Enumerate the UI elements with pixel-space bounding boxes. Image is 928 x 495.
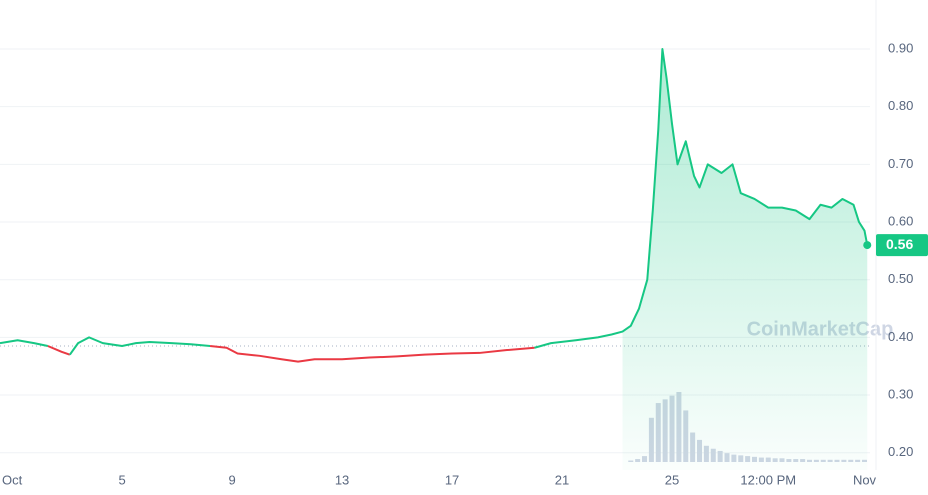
price-tag-label: 0.56 <box>886 236 913 252</box>
x-tick-label: Nov <box>853 472 877 487</box>
y-tick-label: 0.20 <box>888 444 913 459</box>
x-tick-label: 17 <box>445 472 459 487</box>
y-tick-label: 0.60 <box>888 213 913 228</box>
x-tick-label: 13 <box>335 472 349 487</box>
price-area <box>622 49 868 471</box>
x-tick-label: 12:00 PM <box>740 472 796 487</box>
y-tick-label: 0.70 <box>888 156 913 171</box>
y-tick-label: 0.50 <box>888 271 913 286</box>
last-point <box>863 241 872 250</box>
price-tag <box>876 234 928 257</box>
y-tick-label: 0.80 <box>888 98 913 113</box>
price-line <box>69 336 211 356</box>
x-tick-label: 5 <box>118 472 125 487</box>
price-line <box>534 48 869 349</box>
x-tick-label: 9 <box>228 472 235 487</box>
y-tick-label: 0.90 <box>888 40 913 55</box>
price-line <box>47 345 71 356</box>
x-tick-label: Oct <box>2 472 23 487</box>
x-tick-label: 25 <box>665 472 679 487</box>
price-line <box>209 345 535 363</box>
y-tick-label: 0.40 <box>888 329 913 344</box>
x-tick-label: 21 <box>555 472 569 487</box>
price-line <box>0 339 49 347</box>
y-tick-label: 0.30 <box>888 386 913 401</box>
